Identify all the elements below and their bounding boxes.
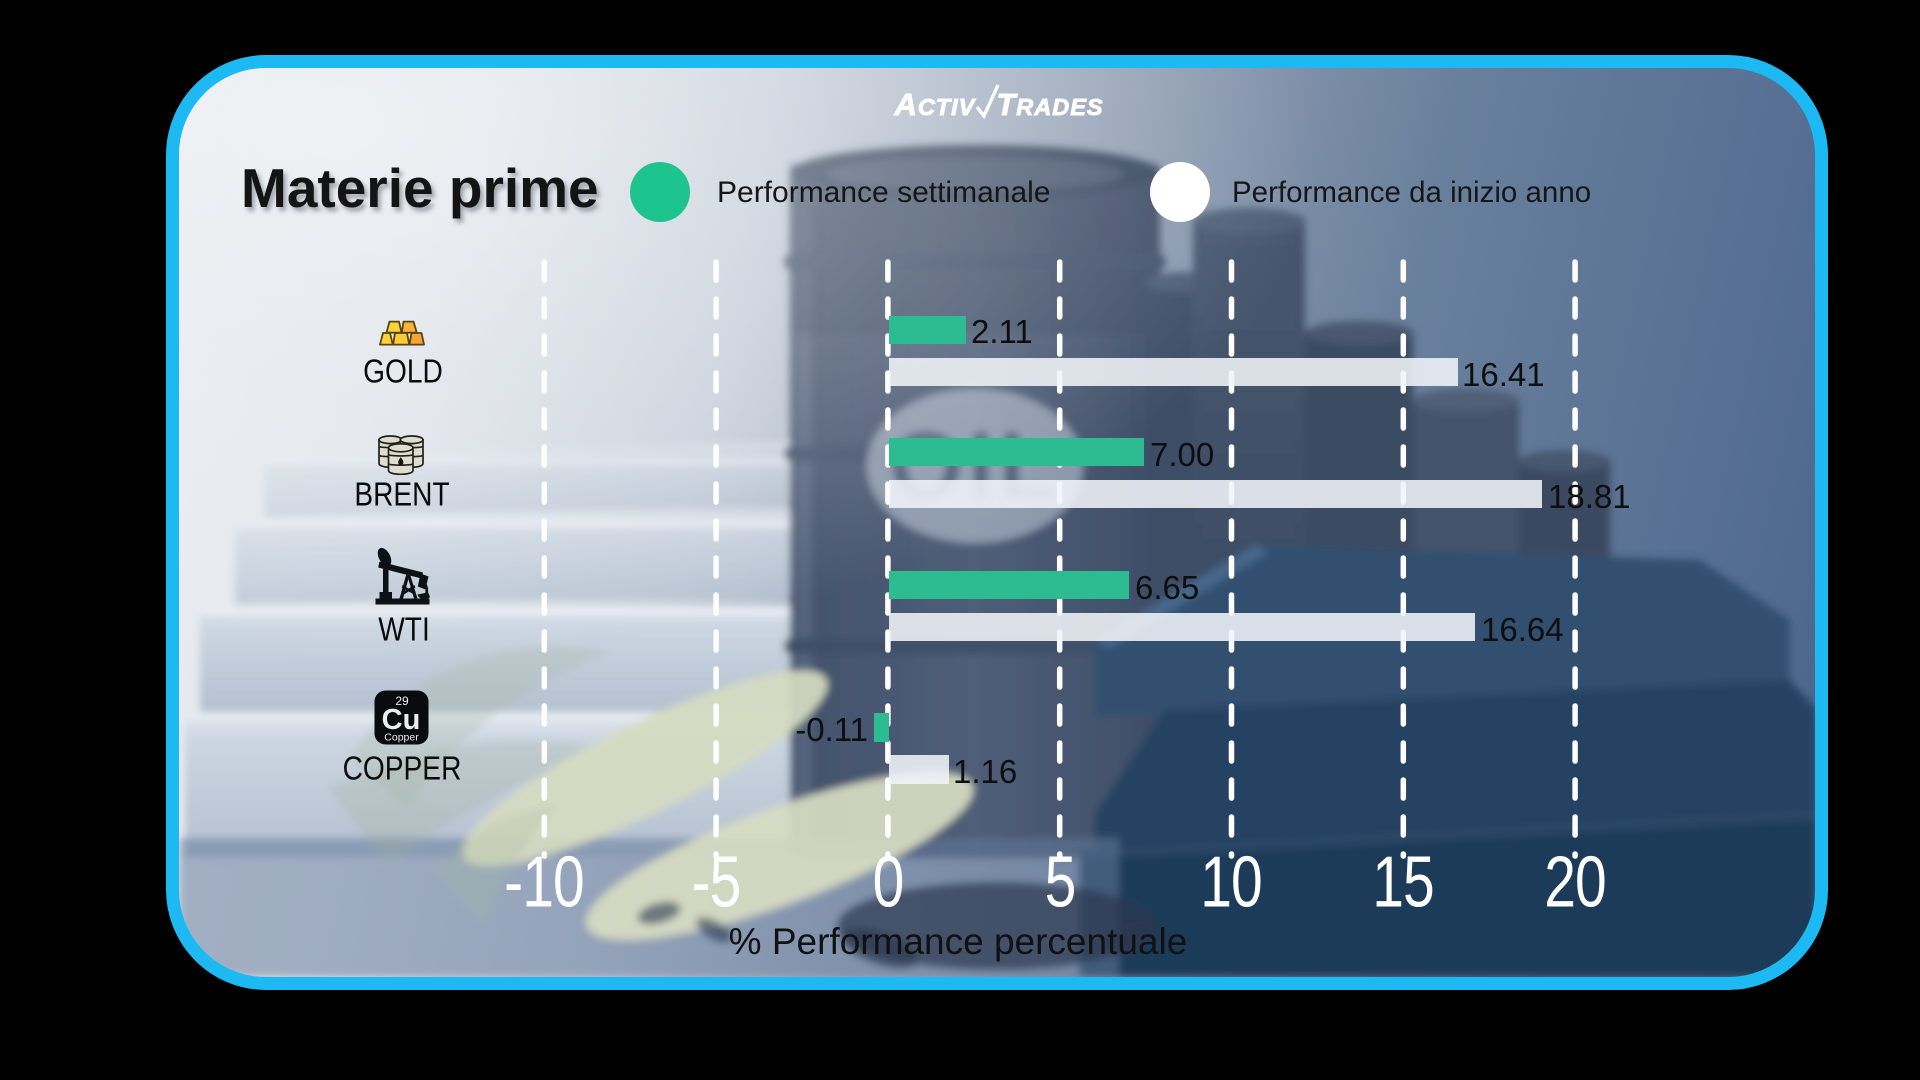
svg-text:Cu: Cu [382,704,421,736]
svg-text:29: 29 [395,694,409,708]
svg-text:Copper: Copper [384,732,419,744]
